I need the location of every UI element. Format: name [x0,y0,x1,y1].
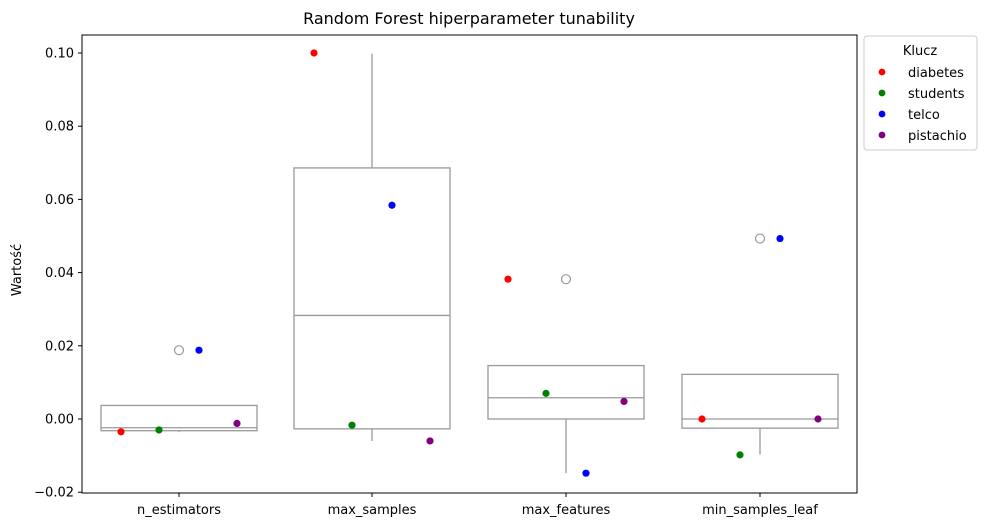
box-body [487,364,645,420]
legend-label-pistachio: pistachio [908,129,967,144]
legend-marker-diabetes [878,68,886,76]
legend: Klucz diabetes students telco pistachio [863,35,978,151]
y-tick-label: 0.06 [45,193,74,208]
legend-entries: diabetes students telco pistachio [878,66,967,144]
outlier-marker [560,274,572,285]
point-telco-max_features [582,469,590,477]
point-diabetes-max_features [504,275,512,283]
point-diabetes-min_samples_leaf [698,415,706,423]
point-telco-max_samples [388,201,396,209]
legend-marker-pistachio [878,131,886,139]
outlier-marker [173,345,185,356]
box-max_samples [293,53,451,441]
legend-marker-telco [878,110,886,118]
point-students-max_samples [348,421,356,429]
legend-frame [863,35,978,151]
y-tick-label: −0.02 [34,486,74,501]
point-pistachio-n_estimators [233,419,241,427]
x-tick-label: max_features [522,503,611,518]
point-diabetes-max_samples [310,49,318,57]
point-students-max_features [542,389,550,397]
plot-frame [81,34,858,494]
legend-label-students: students [908,87,965,102]
box-body [293,167,451,430]
legend-label-diabetes: diabetes [908,66,964,81]
box-min_samples_leaf [681,233,839,455]
point-pistachio-max_samples [426,437,434,445]
y-tick-label: 0.00 [45,413,74,428]
legend-title: Klucz [903,44,938,59]
point-students-min_samples_leaf [736,451,744,459]
point-diabetes-n_estimators [117,428,125,436]
x-tick-label: n_estimators [137,503,221,518]
axes-layer: −0.02 0.00 0.02 0.04 0.06 0.08 0.10 n_estimator… [34,47,818,519]
y-tick-label: 0.08 [45,120,74,135]
point-telco-n_estimators [195,346,203,354]
chart-title: Random Forest hiperparameter tunability [303,9,635,28]
legend-label-telco: telco [908,108,940,123]
boxes-layer [100,53,839,474]
y-tick-label: 0.10 [45,47,74,62]
box-body [100,404,258,432]
y-tick-label: 0.02 [45,339,74,354]
point-pistachio-min_samples_leaf [814,415,822,423]
y-tick-label: 0.04 [45,266,74,281]
points-layer [117,49,822,477]
x-tick-label: max_samples [328,503,417,518]
y-axis-label: Wartość [10,244,25,296]
point-students-n_estimators [155,426,163,434]
outlier-marker [754,233,766,244]
box-n_estimators [100,345,258,433]
box-max_features [487,274,645,474]
point-telco-min_samples_leaf [776,234,784,243]
point-pistachio-max_features [620,397,628,406]
x-tick-label: min_samples_leaf [702,503,818,518]
legend-marker-students [878,89,886,97]
